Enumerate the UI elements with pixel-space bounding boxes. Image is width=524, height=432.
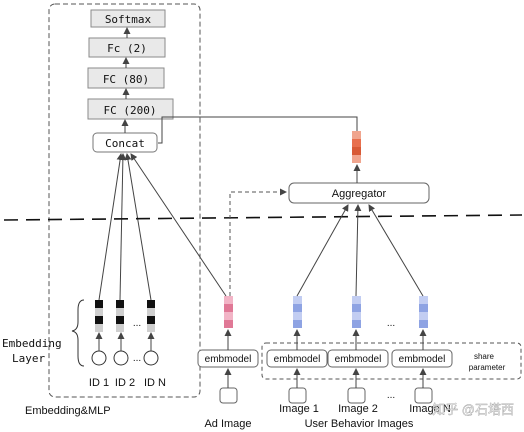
embedding-mlp-caption: Embedding&MLP bbox=[25, 405, 111, 417]
imagen-embedding bbox=[419, 296, 428, 328]
share-label-line1: share bbox=[474, 352, 495, 361]
image1-embedding bbox=[293, 296, 302, 328]
id1-input-node bbox=[91, 350, 107, 366]
ad-to-aggregator-dashed bbox=[229, 188, 287, 296]
softmax-box: Softmax bbox=[90, 9, 166, 28]
idn-input-node bbox=[143, 350, 159, 366]
watermark: 知乎 @石塔西 bbox=[432, 402, 514, 417]
ad-embmodel-box: embmodel bbox=[197, 349, 259, 368]
user-behavior-images-caption: User Behavior Images bbox=[305, 418, 414, 430]
image2-input bbox=[347, 387, 366, 404]
image1-embmodel-box: embmodel bbox=[266, 349, 328, 368]
idn-embedding bbox=[147, 300, 155, 332]
id-dots: ... bbox=[133, 318, 141, 329]
id2-label: ID 2 bbox=[115, 377, 135, 389]
aggregated-embedding bbox=[352, 131, 361, 163]
id-dots-inputs: ... bbox=[133, 353, 141, 364]
image2-embmodel-label: embmodel bbox=[335, 354, 382, 365]
imagen-input bbox=[414, 387, 433, 404]
fc80-box: FC (80) bbox=[87, 67, 165, 89]
id2-embedding bbox=[116, 300, 124, 332]
share-label-line2: parameter bbox=[469, 363, 506, 372]
ad-image-input bbox=[219, 387, 238, 404]
concat-label: Concat bbox=[105, 137, 145, 150]
aggregator-label: Aggregator bbox=[332, 188, 387, 200]
image-embedding-dots: ... bbox=[387, 318, 395, 329]
imagen-embmodel-box: embmodel bbox=[391, 349, 453, 368]
image2-embmodel-box: embmodel bbox=[327, 349, 389, 368]
ad-image-label: Ad Image bbox=[204, 418, 251, 430]
image1-label: Image 1 bbox=[279, 403, 319, 415]
connector-aggregated-to-concat bbox=[158, 116, 358, 144]
ad-image-embedding bbox=[224, 296, 233, 328]
embedding-layer-label-line1: Embedding bbox=[2, 337, 62, 350]
id1-embedding bbox=[95, 300, 103, 332]
imagen-embmodel-label: embmodel bbox=[399, 354, 446, 365]
fc80-label: FC (80) bbox=[103, 73, 149, 86]
image1-input bbox=[288, 387, 307, 404]
fc2-label: Fc (2) bbox=[107, 42, 147, 55]
imagen-label: Image N bbox=[409, 403, 451, 415]
fc200-box: FC (200) bbox=[87, 98, 174, 120]
concat-box: Concat bbox=[92, 132, 158, 153]
softmax-label: Softmax bbox=[105, 13, 152, 26]
embedding-layer-label-line2: Layer bbox=[12, 352, 45, 365]
input-dots: ... bbox=[387, 390, 395, 401]
embedding-layer-brace bbox=[71, 299, 85, 367]
fc2-box: Fc (2) bbox=[88, 37, 166, 58]
aggregator-box: Aggregator bbox=[288, 182, 430, 204]
section-divider bbox=[3, 214, 523, 221]
image2-label: Image 2 bbox=[338, 403, 378, 415]
ad-embmodel-label: embmodel bbox=[205, 354, 252, 365]
embedding-mlp-container bbox=[48, 3, 201, 398]
image2-embedding bbox=[352, 296, 361, 328]
id1-label: ID 1 bbox=[89, 377, 109, 389]
id2-input-node bbox=[113, 350, 129, 366]
image1-embmodel-label: embmodel bbox=[274, 354, 321, 365]
share-parameter-container bbox=[261, 342, 522, 380]
fc200-label: FC (200) bbox=[104, 104, 157, 117]
idn-label: ID N bbox=[144, 377, 166, 389]
